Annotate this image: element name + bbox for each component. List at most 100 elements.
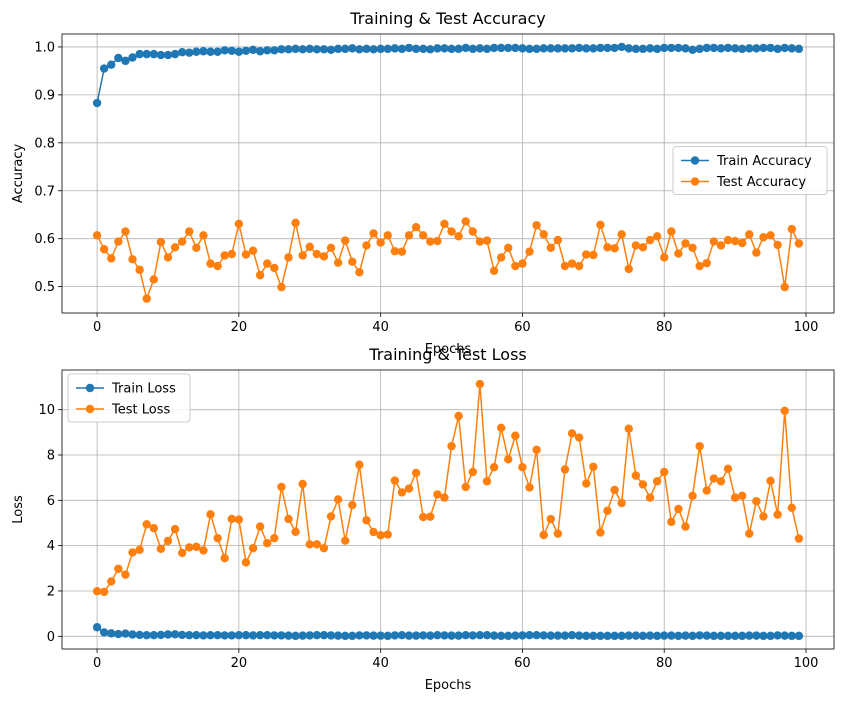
data-point <box>312 540 322 549</box>
x-tick-label: 80 <box>656 320 673 335</box>
data-point <box>135 265 144 275</box>
data-point <box>404 484 414 493</box>
y-tick-label: 2 <box>47 584 55 599</box>
data-point <box>482 630 492 640</box>
data-point <box>199 546 208 555</box>
data-point <box>730 236 740 246</box>
data-point <box>617 498 626 508</box>
data-point <box>206 630 215 640</box>
y-tick-label: 0.9 <box>34 88 55 103</box>
data-point <box>305 540 314 549</box>
data-point <box>128 255 137 264</box>
data-point <box>369 631 378 640</box>
data-point <box>681 239 690 248</box>
data-point <box>787 224 797 234</box>
data-point <box>319 630 329 640</box>
data-point <box>482 44 492 54</box>
data-point <box>667 631 676 640</box>
data-point <box>489 631 499 640</box>
data-point <box>752 248 761 257</box>
data-point <box>752 631 761 640</box>
data-point <box>723 464 733 474</box>
data-point <box>220 46 229 55</box>
data-point <box>518 631 527 640</box>
data-point <box>489 463 499 472</box>
data-point <box>192 630 201 640</box>
data-point <box>532 630 541 640</box>
data-point <box>496 631 506 641</box>
data-point <box>745 44 754 53</box>
data-point <box>745 230 754 239</box>
data-point <box>404 231 414 240</box>
x-tick-label: 80 <box>656 656 673 671</box>
data-point <box>738 491 747 500</box>
data-point <box>149 49 158 59</box>
data-point <box>766 476 775 486</box>
data-point <box>546 44 555 53</box>
data-point <box>298 45 307 54</box>
data-point <box>667 517 676 527</box>
x-axis-label: Epochs <box>425 342 472 357</box>
data-point <box>702 258 711 268</box>
data-point <box>539 530 548 540</box>
data-point <box>553 529 563 538</box>
data-point <box>511 261 520 271</box>
data-point <box>99 587 109 597</box>
data-point <box>759 233 768 242</box>
data-point <box>376 531 385 540</box>
data-point <box>617 42 626 52</box>
data-point <box>270 631 279 640</box>
data-point <box>688 491 697 500</box>
data-point <box>511 631 520 640</box>
data-point <box>454 411 463 421</box>
data-point <box>390 476 400 485</box>
data-point <box>589 250 598 260</box>
data-point <box>645 493 655 502</box>
data-point <box>248 246 258 255</box>
data-point <box>277 482 286 492</box>
data-point <box>709 43 719 53</box>
legend-marker <box>690 177 700 186</box>
data-point <box>341 631 350 641</box>
chart-title: Training & Test Accuracy <box>349 9 545 28</box>
data-point <box>759 43 768 53</box>
data-point <box>206 47 215 56</box>
data-point <box>326 631 336 640</box>
data-point <box>348 257 357 266</box>
data-point <box>433 44 442 53</box>
data-point <box>631 241 641 250</box>
data-point <box>199 631 208 640</box>
data-point <box>433 630 442 640</box>
series-train-loss <box>92 623 804 641</box>
data-point <box>638 243 648 252</box>
data-point <box>298 479 307 489</box>
data-point <box>397 488 407 497</box>
data-point <box>305 44 314 54</box>
data-point <box>128 548 137 557</box>
data-point <box>248 631 258 640</box>
data-point <box>199 47 208 56</box>
data-point <box>603 243 612 252</box>
data-point <box>220 553 229 563</box>
data-point <box>355 268 364 277</box>
data-point <box>192 542 201 551</box>
data-point <box>426 512 435 521</box>
data-point <box>468 44 478 54</box>
data-point <box>319 45 329 54</box>
data-point <box>518 259 527 268</box>
y-axis-label: Loss <box>11 495 26 524</box>
data-point <box>489 43 499 53</box>
data-point <box>177 237 187 246</box>
data-point <box>695 631 704 640</box>
data-point <box>645 235 655 245</box>
data-point <box>582 479 591 488</box>
data-point <box>135 630 144 640</box>
data-point <box>241 46 251 55</box>
data-point <box>582 631 591 641</box>
data-point <box>589 44 598 53</box>
data-point <box>291 631 300 641</box>
data-point <box>794 631 804 641</box>
data-point <box>114 53 123 63</box>
data-point <box>107 629 116 638</box>
